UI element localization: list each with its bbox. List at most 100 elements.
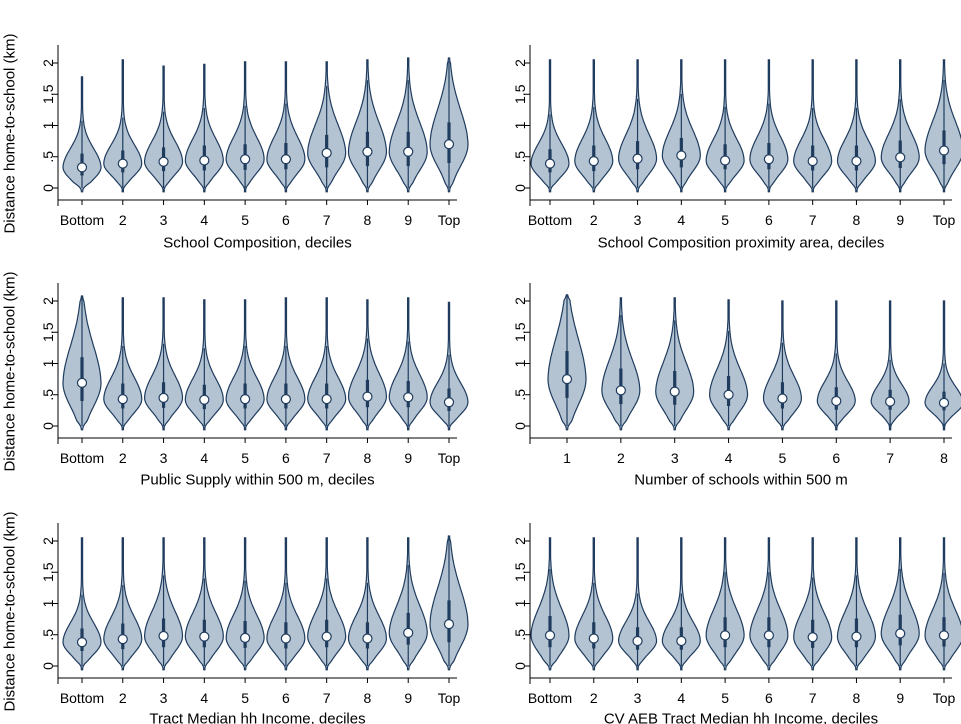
x-tick-label: 5 (241, 690, 249, 706)
median-marker (117, 394, 128, 405)
x-tick-label: 4 (677, 212, 685, 228)
y-tick-label: 0 (512, 422, 528, 430)
median-marker (763, 154, 774, 165)
violin-shape (924, 537, 961, 671)
median-marker (199, 394, 210, 405)
y-tick-label: .5 (40, 389, 56, 401)
x-axis-title: Public Supply within 500 m, deciles (140, 472, 374, 489)
y-tick-label: 2 (40, 297, 56, 305)
x-tick-label: Bottom (60, 212, 104, 228)
median-marker (851, 631, 862, 642)
x-axis-title: CV AEB Tract Median hh Income, deciles (604, 711, 878, 724)
y-tick-label: 2 (512, 537, 528, 545)
x-tick-label: 3 (671, 450, 679, 466)
median-marker (885, 396, 896, 407)
median-marker (632, 635, 643, 647)
x-tick-label: Top (933, 690, 956, 706)
median-marker (676, 635, 687, 647)
median-marker (777, 393, 788, 404)
median-marker (676, 150, 687, 161)
x-tick-label: 7 (809, 212, 817, 228)
y-tick-label: 2 (40, 537, 56, 545)
median-marker (895, 628, 906, 639)
x-tick-label: Bottom (528, 690, 572, 706)
x-tick-label: 2 (119, 212, 127, 228)
y-tick-label: 1.5 (40, 322, 56, 342)
x-tick-label: 3 (634, 690, 642, 706)
median-marker (158, 156, 169, 167)
median-marker (615, 385, 626, 396)
x-tick-label: 9 (404, 690, 412, 706)
median-marker (851, 156, 862, 167)
x-tick-label: 9 (404, 450, 412, 466)
x-tick-label: Top (438, 690, 461, 706)
median-marker (362, 633, 373, 644)
y-tick-label: 1.5 (40, 562, 56, 582)
median-marker (117, 158, 128, 169)
median-marker (280, 154, 291, 165)
median-marker (158, 630, 169, 642)
median-marker (831, 395, 842, 407)
x-tick-label: 6 (765, 212, 773, 228)
median-marker (158, 392, 169, 403)
x-tick-label: 4 (200, 690, 208, 706)
x-tick-label: 2 (617, 450, 625, 466)
y-tick-label: 1 (512, 599, 528, 607)
violin-shape (924, 300, 961, 431)
median-marker (362, 146, 373, 157)
y-axis-title: Distance home-to-school (km) (2, 33, 19, 233)
x-tick-label: 3 (160, 212, 168, 228)
x-tick-label: 8 (364, 690, 372, 706)
x-tick-label: 5 (241, 212, 249, 228)
y-tick-label: .5 (512, 629, 528, 641)
median-marker (240, 632, 251, 643)
y-tick-label: 1 (512, 359, 528, 367)
y-tick-label: 0 (512, 184, 528, 192)
x-tick-label: 6 (282, 212, 290, 228)
median-marker (403, 627, 414, 638)
chart-panel-2: 0 .5 1 1.5 2 Bottom 2 3 4 5 6 7 8 9 Top School Composit… (512, 45, 961, 252)
y-tick-label: 0 (512, 662, 528, 670)
y-tick-label: 1 (40, 599, 56, 607)
x-tick-label: 8 (853, 212, 861, 228)
x-axis-title: School Composition, deciles (163, 235, 351, 252)
chart-panel-1: 0 .5 1 1.5 2 Bottom 2 3 4 5 6 7 8 9 Top School Composit… (2, 33, 469, 252)
median-marker (807, 632, 818, 643)
median-marker (544, 630, 556, 641)
median-marker (321, 147, 332, 159)
x-tick-label: 7 (323, 690, 331, 706)
y-tick-label: 0 (40, 422, 56, 430)
median-marker (723, 389, 734, 400)
x-axis-title: Number of schools within 500 m (634, 472, 847, 489)
median-marker (199, 631, 210, 642)
y-axis-title: Distance home-to-school (km) (2, 271, 19, 471)
x-tick-label: 7 (323, 212, 331, 228)
y-tick-label: 1 (40, 359, 56, 367)
x-tick-label: 7 (886, 450, 894, 466)
x-tick-label: 3 (160, 450, 168, 466)
median-marker (443, 139, 455, 150)
x-tick-label: Top (438, 212, 461, 228)
y-tick-label: 1 (40, 121, 56, 129)
x-tick-label: Top (933, 212, 956, 228)
median-marker (76, 377, 88, 388)
median-marker (280, 633, 291, 644)
median-marker (938, 397, 950, 408)
y-tick-label: 0 (40, 662, 56, 670)
x-tick-label: 4 (677, 690, 685, 706)
x-axis-title: Tract Median hh Income, deciles (149, 711, 365, 724)
chart-panel-5: 0 .5 1 1.5 2 Bottom 2 3 4 5 6 7 8 9 Top Tract Median hh… (2, 511, 469, 724)
x-tick-label: 4 (725, 450, 733, 466)
median-marker (763, 630, 774, 641)
median-marker (544, 158, 556, 169)
x-tick-label: 2 (119, 450, 127, 466)
x-tick-label: 4 (200, 450, 208, 466)
y-tick-label: 1.5 (512, 84, 528, 104)
y-tick-label: 1.5 (512, 322, 528, 342)
median-marker (362, 391, 373, 402)
median-marker (240, 394, 251, 405)
x-tick-label: 8 (853, 690, 861, 706)
x-tick-label: 7 (323, 450, 331, 466)
median-marker (632, 153, 643, 164)
